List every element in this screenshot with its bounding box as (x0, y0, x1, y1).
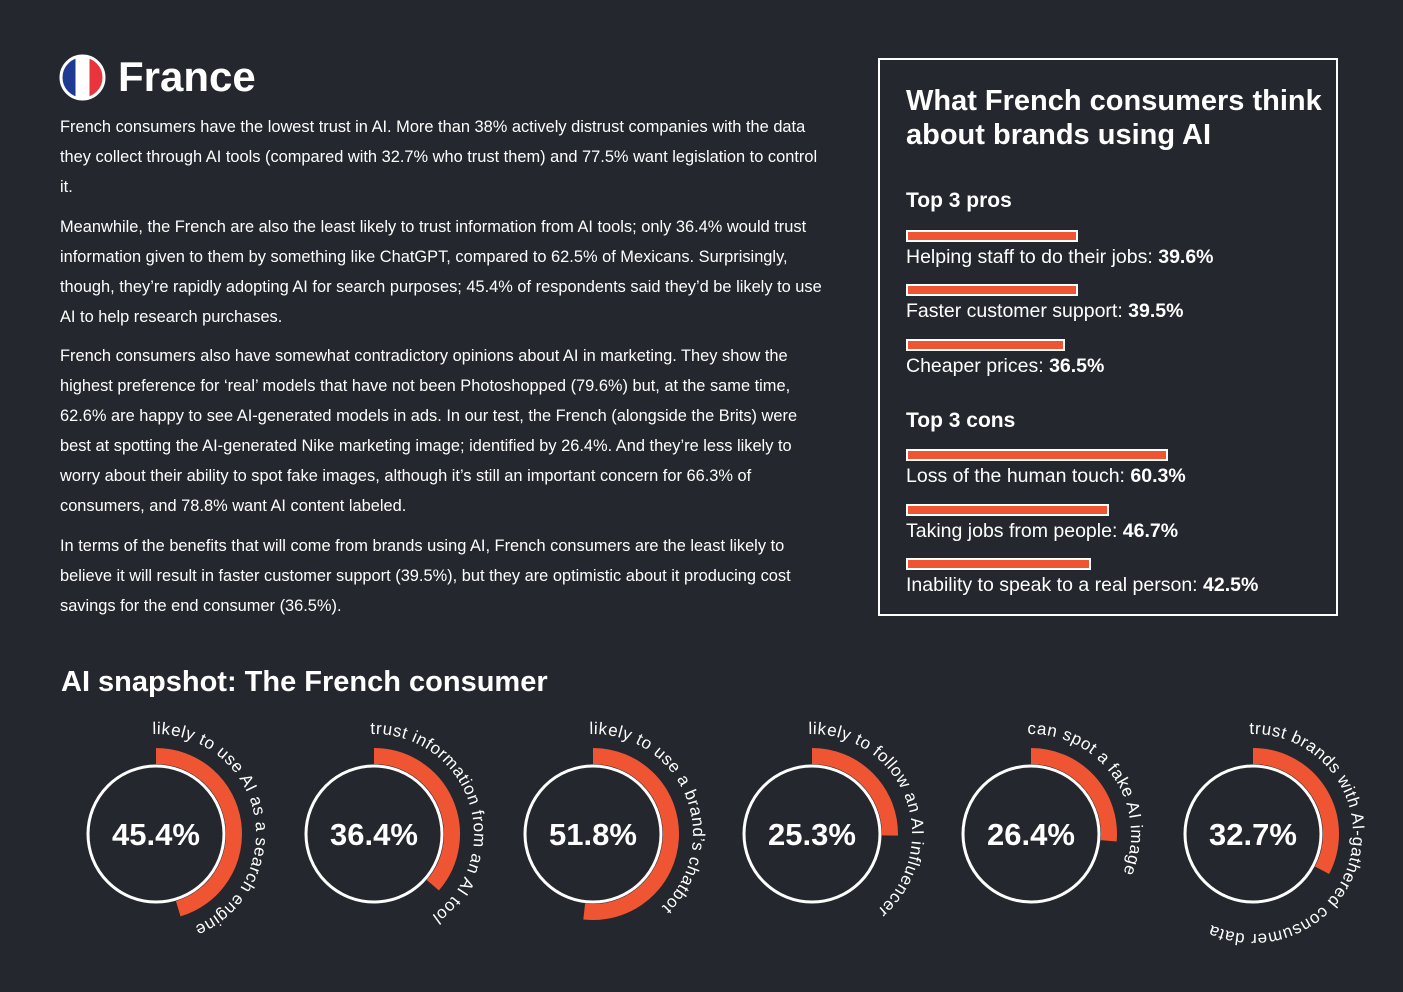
intro-paragraph: Meanwhile, the French are also the least… (60, 217, 822, 326)
gauge-arc (373, 748, 460, 891)
bar-label-text: Taking jobs from people: (906, 520, 1118, 542)
bar-value: 60.3% (1130, 465, 1186, 487)
page-title: France (118, 53, 256, 100)
con-item: Taking jobs from people: 46.7% (906, 504, 1326, 548)
pro-item: Faster customer support: 39.5% (906, 284, 1326, 328)
gauge-arc (583, 748, 679, 920)
gauge-caption: can spot a fake AI image (1027, 719, 1146, 879)
gauge-arc (1030, 748, 1117, 842)
gauge: 51.8%likely to use a brand’s chatbot (523, 719, 707, 920)
gauge: 25.3%likely to follow an AI influencer (742, 719, 926, 921)
intro-paragraph: French consumers have the lowest trust i… (60, 118, 818, 196)
gauge: 26.4%can spot a fake AI image (961, 719, 1146, 904)
gauge: 45.4%likely to use AI as a search engine (86, 719, 271, 940)
gauge-ring (742, 764, 882, 904)
bar-label-text: Inability to speak to a real person: (906, 574, 1198, 596)
gauge-arc (1252, 748, 1339, 874)
bar-label: Loss of the human touch: 60.3% (906, 463, 1186, 489)
bar-label-text: Cheaper prices: (906, 355, 1044, 377)
snapshot-gauges: 45.4%likely to use AI as a search engine… (86, 719, 1367, 949)
gauge-ring (1183, 764, 1323, 904)
con-item: Inability to speak to a real person: 42.… (906, 558, 1326, 602)
cons-heading: Top 3 cons (906, 409, 1016, 432)
bar-label-text: Loss of the human touch: (906, 465, 1125, 487)
bar (906, 284, 1078, 296)
gauge: 36.4%trust information from an AI tool (304, 719, 489, 928)
pros-heading: Top 3 pros (906, 189, 1012, 212)
pro-item: Helping staff to do their jobs: 39.6% (906, 230, 1326, 274)
bar-value: 39.5% (1128, 300, 1184, 322)
france-flag-icon (59, 54, 106, 101)
bar (906, 230, 1079, 242)
bar (906, 339, 1065, 351)
gauge-value: 32.7% (1209, 817, 1297, 852)
brands-ai-panel: What French consumers think about brands… (878, 58, 1338, 616)
bar-label: Cheaper prices: 36.5% (906, 353, 1104, 379)
snapshot-title: AI snapshot: The French consumer (61, 666, 548, 698)
gauge-value: 36.4% (330, 817, 418, 852)
bar-label: Inability to speak to a real person: 42.… (906, 572, 1258, 598)
gauge-ring (304, 764, 444, 904)
intro-paragraph: French consumers also have somewhat cont… (60, 347, 798, 515)
bar (906, 558, 1091, 570)
gauge-arc (155, 748, 242, 917)
pro-item: Cheaper prices: 36.5% (906, 339, 1326, 383)
bar (906, 449, 1169, 461)
bar-value: 36.5% (1049, 355, 1105, 377)
bar-value: 46.7% (1122, 520, 1179, 542)
gauge-ring (86, 764, 226, 904)
gauge-value: 51.8% (549, 817, 637, 852)
gauge-arc (811, 748, 898, 836)
bar-label: Faster customer support: 39.5% (906, 298, 1183, 324)
con-item: Loss of the human touch: 60.3% (906, 449, 1326, 493)
bar-label: Taking jobs from people: 46.7% (906, 518, 1178, 544)
bar-label-text: Faster customer support: (906, 300, 1123, 322)
panel-title: What French consumers think about brands… (906, 85, 1322, 151)
gauge: 32.7%trust brands with AI-gathered consu… (1183, 719, 1367, 949)
intro-text: French consumers have the lowest trust i… (60, 112, 832, 630)
bar (906, 504, 1110, 516)
bar-value: 39.6% (1158, 246, 1214, 268)
gauge-value: 45.4% (112, 817, 200, 852)
bar-label: Helping staff to do their jobs: 39.6% (906, 244, 1214, 270)
intro-paragraph: In terms of the benefits that will come … (60, 536, 791, 615)
gauge-ring (523, 764, 663, 904)
gauge-value: 25.3% (768, 817, 856, 852)
gauge-ring (961, 764, 1101, 904)
gauge-value: 26.4% (987, 817, 1075, 852)
bar-value: 42.5% (1203, 574, 1259, 596)
bar-label-text: Helping staff to do their jobs: (906, 246, 1153, 268)
